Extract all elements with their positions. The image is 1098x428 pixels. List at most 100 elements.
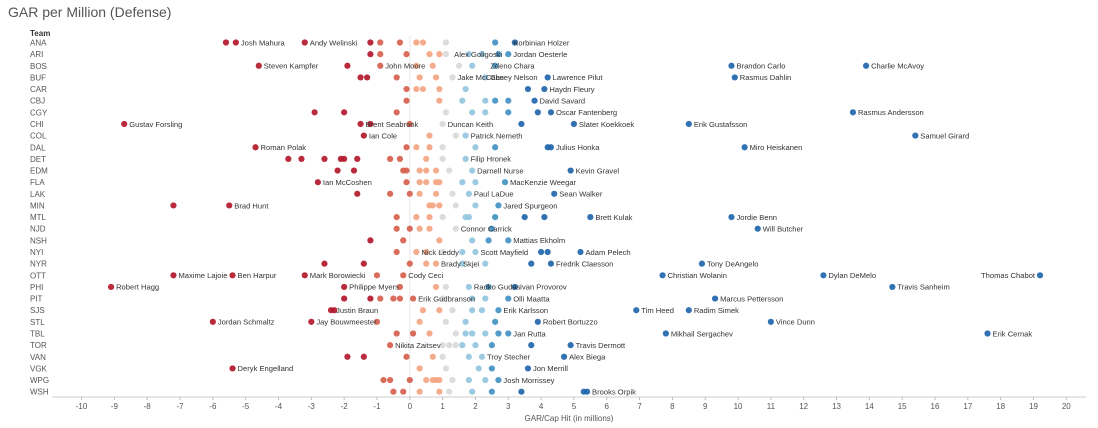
team-label-car: CAR [30, 85, 47, 94]
data-point [423, 179, 430, 186]
point-label: Scott Mayfield [480, 248, 528, 257]
point-label: Steven Kampfer [264, 62, 319, 71]
point-label: Gustav Forsling [129, 120, 182, 129]
point-label: Haydn Fleury [549, 85, 594, 94]
data-point [403, 97, 410, 104]
point-label: Thomas Chabot [981, 271, 1036, 280]
team-label-nyr: NYR [30, 260, 47, 269]
data-point [416, 190, 423, 197]
data-point [436, 202, 443, 209]
team-label-van: VAN [30, 353, 46, 362]
x-tick-label: 0 [408, 402, 413, 411]
data-point [255, 62, 262, 69]
x-tick-label: 1 [440, 402, 445, 411]
point-label: Samuel Girard [920, 131, 969, 140]
team-label-mtl: MTL [30, 213, 47, 222]
team-label-ana: ANA [30, 39, 47, 48]
x-tick-label: -4 [275, 402, 283, 411]
team-label-ari: ARI [30, 50, 43, 59]
data-point [403, 51, 410, 58]
data-point [495, 51, 502, 58]
data-point [393, 225, 400, 232]
data-point [232, 39, 239, 46]
team-label-ott: OTT [30, 271, 46, 280]
data-point [436, 51, 443, 58]
data-point [380, 376, 387, 384]
team-label-vgk: VGK [30, 364, 48, 373]
team-label-min: MIN [30, 201, 45, 210]
data-point [469, 62, 476, 69]
point-label: Sean Walker [559, 190, 603, 199]
data-point [367, 39, 374, 46]
data-point [685, 307, 692, 314]
point-label: Tim Heed [641, 306, 674, 315]
team-label-sjs: SJS [30, 306, 45, 315]
data-point [459, 342, 466, 349]
x-tick-label: -2 [341, 402, 349, 411]
point-label: Mark Borowiecki [310, 271, 366, 280]
point-label: Dylan DeMelo [828, 271, 876, 280]
point-label: Ian McCoshen [323, 178, 372, 187]
data-point [107, 283, 115, 291]
data-point [396, 155, 404, 162]
data-point [452, 342, 459, 349]
data-point [432, 260, 440, 267]
data-point [393, 248, 400, 256]
data-point [209, 318, 216, 325]
data-point [551, 190, 558, 197]
x-tick-label: 8 [670, 402, 675, 411]
team-label-wsh: WSH [30, 388, 49, 397]
data-point [567, 167, 574, 174]
data-point [505, 237, 512, 244]
x-tick-label: -7 [176, 402, 184, 411]
point-label: Rasmus Andersson [858, 108, 924, 117]
point-label: Slater Koekkoek [579, 120, 634, 129]
data-point [439, 295, 446, 302]
data-point [432, 167, 440, 174]
data-point [436, 179, 443, 186]
data-point [439, 144, 446, 151]
team-label-nyi: NYI [30, 248, 43, 257]
data-point [505, 51, 512, 58]
data-point [396, 295, 404, 302]
data-point [413, 85, 420, 93]
data-point [222, 39, 230, 46]
data-point [478, 307, 486, 314]
data-point [341, 283, 348, 291]
point-label: David Savard [540, 97, 586, 106]
point-label: Josh Mahura [241, 38, 286, 47]
x-tick-label: 9 [703, 402, 708, 411]
data-point [403, 353, 410, 360]
point-label: Cody Ceci [408, 271, 443, 280]
x-tick-label: 10 [734, 402, 743, 411]
point-label: Alex Biega [569, 353, 606, 362]
data-point [442, 51, 450, 58]
data-point [524, 365, 532, 372]
data-point [344, 353, 351, 360]
team-label-bos: BOS [30, 62, 47, 71]
data-point [419, 39, 427, 46]
point-label: Jordie Benn [736, 213, 777, 222]
data-point [341, 155, 348, 162]
data-point [393, 74, 400, 81]
data-point [482, 74, 489, 81]
data-point [505, 295, 512, 302]
data-point [331, 307, 338, 314]
data-point [465, 51, 472, 58]
data-point [416, 318, 423, 325]
team-label-dal: DAL [30, 143, 46, 152]
point-label: Casey Nelson [490, 73, 537, 82]
data-point [341, 295, 348, 302]
data-point [583, 388, 591, 395]
data-point [360, 260, 367, 267]
data-point [436, 237, 443, 244]
data-point [501, 179, 509, 186]
data-point [426, 144, 433, 151]
data-point [364, 74, 371, 81]
data-point [432, 74, 440, 81]
data-point [436, 97, 443, 104]
point-label: Miro Heiskanen [750, 143, 803, 152]
point-label: Paul LaDue [474, 190, 514, 199]
data-point [373, 318, 381, 325]
data-point [492, 318, 499, 325]
